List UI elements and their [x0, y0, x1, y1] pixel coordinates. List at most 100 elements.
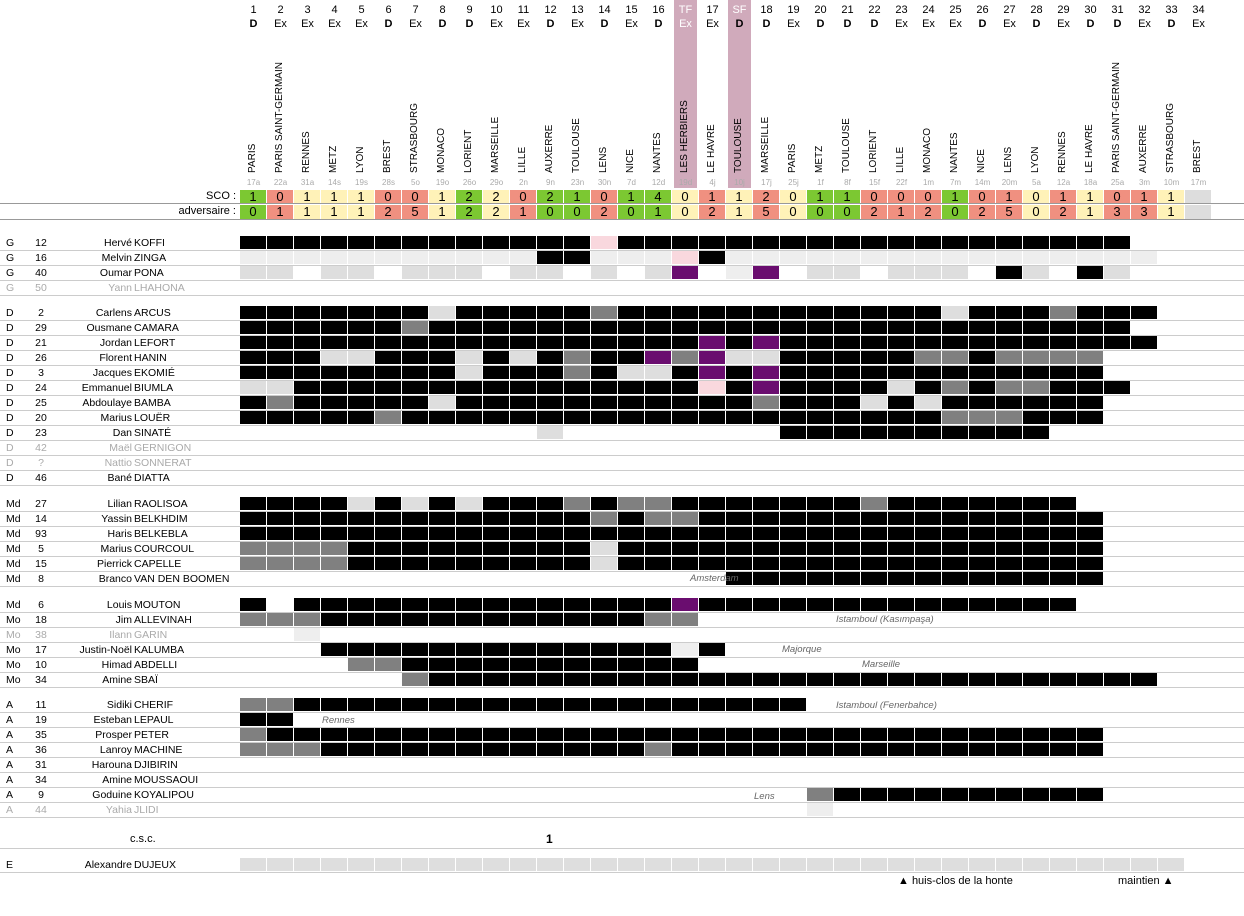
match-type: D	[816, 18, 825, 30]
appearance-cell	[915, 512, 941, 525]
appearance-cell	[375, 236, 401, 249]
appearance-cell	[456, 658, 482, 671]
staff-cell	[726, 858, 752, 871]
adv-score: 0	[834, 205, 860, 219]
appearance-cell	[267, 542, 293, 555]
match-type: Ex	[787, 18, 800, 30]
appearance-cell	[321, 366, 347, 379]
match-number: 4	[331, 4, 338, 16]
appearance-cell	[888, 381, 914, 394]
appearance-cell	[753, 236, 779, 249]
appearance-cell	[834, 542, 860, 555]
appearance-cell	[645, 698, 671, 711]
appearance-cell	[807, 306, 833, 319]
appearance-cell	[645, 728, 671, 741]
adv-score: 5	[996, 205, 1022, 219]
appearance-cell	[240, 366, 266, 379]
appearance-cell	[321, 336, 347, 349]
match-type: D	[465, 18, 474, 30]
appearance-cell	[375, 643, 401, 656]
appearance-cell	[429, 336, 455, 349]
appearance-cell	[348, 236, 374, 249]
appearance-cell	[483, 251, 509, 264]
player-last-name: VAN DEN BOOMEN	[134, 573, 230, 585]
appearance-cell	[915, 572, 941, 585]
appearance-cell	[861, 497, 887, 510]
appearance-cell	[456, 743, 482, 756]
row-line	[0, 612, 1244, 613]
appearance-cell	[888, 266, 914, 279]
appearance-cell	[456, 542, 482, 555]
appearance-cell	[348, 613, 374, 626]
appearance-cell	[969, 512, 995, 525]
appearance-cell	[645, 351, 671, 364]
player-first-name: Florent	[99, 352, 132, 364]
player-position: Mo	[6, 629, 21, 641]
appearance-cell	[834, 527, 860, 540]
appearance-cell	[888, 527, 914, 540]
appearance-cell	[726, 572, 752, 585]
appearance-cell	[942, 788, 968, 801]
appearance-cell	[483, 542, 509, 555]
adv-score: 1	[348, 205, 374, 219]
appearance-cell	[888, 351, 914, 364]
appearance-cell	[645, 743, 671, 756]
appearance-cell	[915, 527, 941, 540]
appearance-cell	[645, 542, 671, 555]
appearance-cell	[294, 236, 320, 249]
appearance-cell	[618, 251, 644, 264]
appearance-cell	[591, 251, 617, 264]
appearance-cell	[861, 512, 887, 525]
appearance-cell	[348, 658, 374, 671]
appearance-cell	[807, 251, 833, 264]
appearance-cell	[240, 698, 266, 711]
appearance-cell	[672, 527, 698, 540]
appearance-cell	[618, 673, 644, 686]
appearance-cell	[780, 381, 806, 394]
row-line	[0, 335, 1244, 336]
appearance-cell	[1050, 557, 1076, 570]
staff-cell	[348, 858, 374, 871]
appearance-cell	[834, 557, 860, 570]
appearance-cell	[591, 351, 617, 364]
appearance-cell	[267, 557, 293, 570]
staff-cell	[321, 858, 347, 871]
appearance-cell	[807, 572, 833, 585]
appearance-cell	[1023, 788, 1049, 801]
appearance-cell	[402, 306, 428, 319]
staff-cell	[645, 858, 671, 871]
match-type: D	[1167, 18, 1176, 30]
appearance-cell	[726, 236, 752, 249]
opponent-name: METZ	[814, 145, 825, 173]
appearance-cell	[618, 698, 644, 711]
appearance-cell	[267, 336, 293, 349]
player-number: 14	[35, 513, 47, 525]
appearance-cell	[591, 673, 617, 686]
appearance-cell	[348, 598, 374, 611]
appearance-cell	[564, 336, 590, 349]
appearance-cell	[1050, 788, 1076, 801]
appearance-cell	[1023, 557, 1049, 570]
match-number: 7	[412, 4, 419, 16]
appearance-cell	[645, 381, 671, 394]
sco-score: 1	[1050, 190, 1076, 204]
appearance-cell	[429, 728, 455, 741]
opponent-name: METZ	[328, 145, 339, 173]
opponent-name: LE HAVRE	[1084, 124, 1095, 173]
match-number: 14	[598, 4, 611, 16]
player-last-name: BAMBA	[134, 397, 171, 409]
appearance-cell	[429, 743, 455, 756]
appearance-cell	[888, 336, 914, 349]
match-type: Ex	[679, 18, 692, 30]
csc-label: c.s.c.	[130, 833, 156, 845]
player-position: D	[6, 382, 14, 394]
appearance-cell	[591, 266, 617, 279]
appearance-cell	[537, 643, 563, 656]
row-line	[0, 727, 1244, 728]
appearance-cell	[753, 306, 779, 319]
adv-score: 1	[1158, 205, 1184, 219]
appearance-cell	[645, 321, 671, 334]
appearance-cell	[267, 321, 293, 334]
sco-score: 0	[672, 190, 698, 204]
appearance-cell	[510, 698, 536, 711]
